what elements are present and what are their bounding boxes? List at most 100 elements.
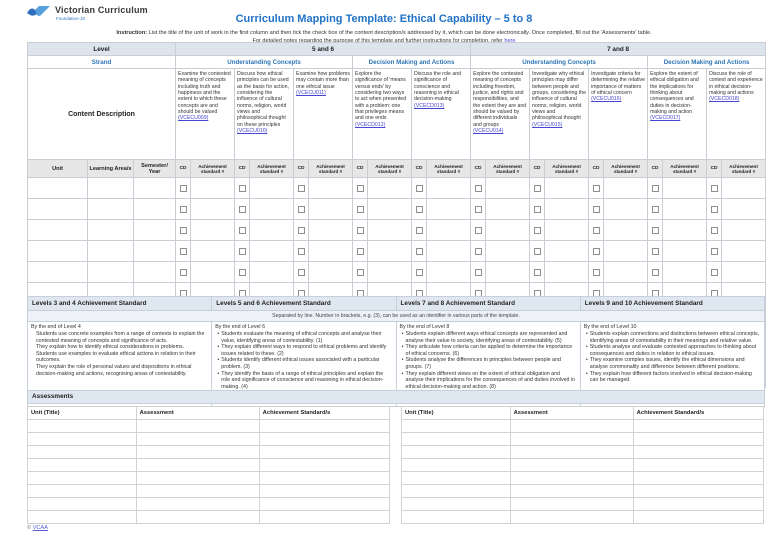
cd-checkbox-cell[interactable]	[411, 261, 428, 283]
assessment-unit-title-cell[interactable]	[401, 471, 511, 485]
cd-checkbox[interactable]	[592, 269, 600, 276]
assessment-unit-title-cell[interactable]	[27, 445, 137, 459]
achievement-standard-cell[interactable]	[721, 198, 767, 220]
achievement-standard-cell[interactable]	[662, 261, 708, 283]
cd-checkbox-cell[interactable]	[470, 261, 487, 283]
assessment-achievement-standard-cell[interactable]	[258, 471, 391, 485]
achievement-standard-cell[interactable]	[426, 240, 472, 262]
cd-checkbox-cell[interactable]	[529, 198, 546, 220]
achievement-standard-cell[interactable]	[367, 177, 413, 199]
cd-checkbox[interactable]	[533, 227, 541, 234]
learning-area-cell[interactable]	[87, 261, 134, 283]
cd-checkbox-cell[interactable]	[470, 219, 487, 241]
achievement-standard-cell[interactable]	[662, 198, 708, 220]
achievement-standard-cell[interactable]	[721, 240, 767, 262]
cd-checkbox[interactable]	[179, 185, 187, 192]
cd-checkbox[interactable]	[238, 227, 246, 234]
achievement-standard-cell[interactable]	[426, 219, 472, 241]
cd-checkbox[interactable]	[710, 227, 718, 234]
cd-checkbox-cell[interactable]	[352, 261, 369, 283]
achievement-standard-cell[interactable]	[544, 240, 590, 262]
cd-checkbox[interactable]	[415, 269, 423, 276]
content-code-link-VCECU015[interactable]: (VCECU015)	[532, 121, 563, 128]
cd-checkbox-cell[interactable]	[293, 198, 310, 220]
cd-checkbox-cell[interactable]	[234, 240, 251, 262]
cd-checkbox[interactable]	[592, 248, 600, 255]
assessment-achievement-standard-cell[interactable]	[632, 471, 765, 485]
assessment-achievement-standard-cell[interactable]	[632, 484, 765, 498]
cd-checkbox-cell[interactable]	[411, 240, 428, 262]
cd-checkbox-cell[interactable]	[529, 219, 546, 241]
cd-checkbox[interactable]	[592, 185, 600, 192]
cd-checkbox[interactable]	[179, 227, 187, 234]
cd-checkbox-cell[interactable]	[588, 198, 605, 220]
cd-checkbox[interactable]	[179, 248, 187, 255]
cd-checkbox-cell[interactable]	[588, 261, 605, 283]
unit-title-cell[interactable]	[27, 261, 88, 283]
achievement-standard-cell[interactable]	[544, 261, 590, 283]
achievement-standard-cell[interactable]	[249, 261, 295, 283]
cd-checkbox[interactable]	[651, 269, 659, 276]
assessment-unit-title-cell[interactable]	[27, 419, 137, 433]
assessment-unit-title-cell[interactable]	[401, 497, 511, 511]
assessment-unit-title-cell[interactable]	[401, 445, 511, 459]
cd-checkbox-cell[interactable]	[352, 177, 369, 199]
vcaa-link[interactable]: VCAA	[32, 525, 48, 531]
cd-checkbox-cell[interactable]	[588, 240, 605, 262]
assessment-unit-title-cell[interactable]	[27, 471, 137, 485]
cd-checkbox-cell[interactable]	[293, 261, 310, 283]
cd-checkbox-cell[interactable]	[411, 198, 428, 220]
achievement-standard-cell[interactable]	[603, 219, 649, 241]
assessment-achievement-standard-cell[interactable]	[632, 419, 765, 433]
assessment-achievement-standard-cell[interactable]	[632, 497, 765, 511]
assessment-unit-title-cell[interactable]	[401, 432, 511, 446]
achievement-standard-cell[interactable]	[721, 219, 767, 241]
assessment-achievement-standard-cell[interactable]	[632, 510, 765, 524]
content-code-link-VCECU009[interactable]: (VCECU009)	[178, 115, 209, 122]
achievement-standard-cell[interactable]	[721, 261, 767, 283]
cd-checkbox-cell[interactable]	[411, 177, 428, 199]
cd-checkbox[interactable]	[474, 227, 482, 234]
cd-checkbox-cell[interactable]	[529, 177, 546, 199]
achievement-standard-cell[interactable]	[190, 219, 236, 241]
cd-checkbox-cell[interactable]	[175, 177, 192, 199]
achievement-standard-cell[interactable]	[308, 198, 354, 220]
achievement-standard-cell[interactable]	[662, 177, 708, 199]
assessment-cell[interactable]	[509, 510, 634, 524]
cd-checkbox[interactable]	[474, 269, 482, 276]
learning-area-cell[interactable]	[87, 198, 134, 220]
cd-checkbox[interactable]	[651, 185, 659, 192]
cd-checkbox[interactable]	[415, 206, 423, 213]
cd-checkbox[interactable]	[592, 206, 600, 213]
cd-checkbox[interactable]	[710, 248, 718, 255]
assessment-cell[interactable]	[135, 497, 260, 511]
cd-checkbox-cell[interactable]	[470, 198, 487, 220]
achievement-standard-cell[interactable]	[603, 177, 649, 199]
learning-area-cell[interactable]	[87, 177, 134, 199]
cd-checkbox[interactable]	[415, 227, 423, 234]
achievement-standard-cell[interactable]	[485, 240, 531, 262]
achievement-standard-cell[interactable]	[249, 177, 295, 199]
cd-checkbox-cell[interactable]	[647, 240, 664, 262]
assessment-achievement-standard-cell[interactable]	[258, 510, 391, 524]
achievement-standard-cell[interactable]	[367, 219, 413, 241]
instructions-here-link[interactable]: here	[504, 38, 516, 45]
cd-checkbox-cell[interactable]	[706, 177, 723, 199]
content-code-link-VCECU016[interactable]: (VCECU016)	[591, 96, 622, 103]
cd-checkbox[interactable]	[415, 185, 423, 192]
assessment-achievement-standard-cell[interactable]	[632, 458, 765, 472]
achievement-standard-cell[interactable]	[662, 240, 708, 262]
cd-checkbox[interactable]	[356, 185, 364, 192]
cd-checkbox[interactable]	[651, 206, 659, 213]
cd-checkbox-cell[interactable]	[352, 240, 369, 262]
assessment-unit-title-cell[interactable]	[401, 419, 511, 433]
assessment-achievement-standard-cell[interactable]	[258, 484, 391, 498]
cd-checkbox[interactable]	[238, 206, 246, 213]
achievement-standard-cell[interactable]	[544, 177, 590, 199]
unit-title-cell[interactable]	[27, 177, 88, 199]
assessment-cell[interactable]	[509, 471, 634, 485]
cd-checkbox[interactable]	[474, 206, 482, 213]
assessment-cell[interactable]	[135, 445, 260, 459]
assessment-unit-title-cell[interactable]	[27, 497, 137, 511]
cd-checkbox-cell[interactable]	[647, 219, 664, 241]
